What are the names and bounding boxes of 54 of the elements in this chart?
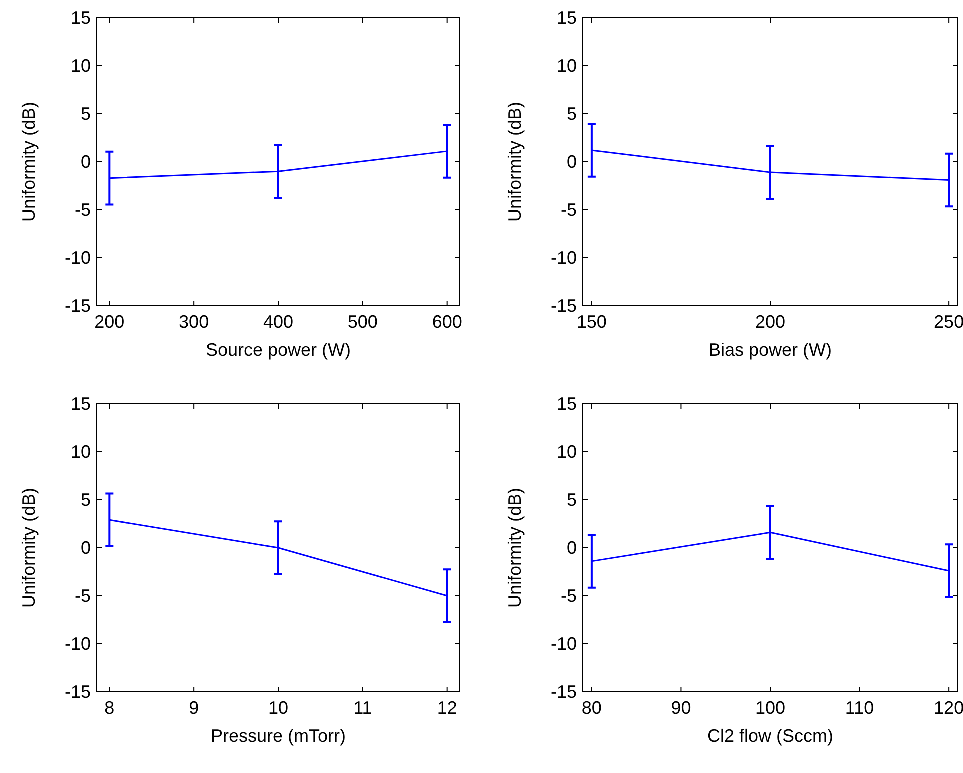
y-tick-label: 10 xyxy=(556,56,577,76)
y-tick-label: 10 xyxy=(70,56,91,76)
y-axis-title: Uniformity (dB) xyxy=(505,102,525,222)
y-tick-label: 0 xyxy=(80,538,91,558)
y-tick-label: -5 xyxy=(74,586,91,606)
y-tick-label: 15 xyxy=(556,8,577,28)
y-tick-label: -10 xyxy=(64,634,91,654)
y-tick-label: 5 xyxy=(80,490,91,510)
y-tick-label: -15 xyxy=(550,296,577,316)
x-tick-label: 200 xyxy=(94,312,125,332)
x-tick-label: 90 xyxy=(671,698,692,718)
y-tick-label: 15 xyxy=(70,394,91,414)
x-tick-label: 200 xyxy=(755,312,786,332)
y-tick-label: 10 xyxy=(70,442,91,462)
x-tick-label: 80 xyxy=(582,698,602,718)
x-axis-title: Bias power (W) xyxy=(708,340,832,360)
y-tick-label: -15 xyxy=(64,682,91,702)
x-tick-label: 120 xyxy=(934,698,963,718)
x-tick-label: 500 xyxy=(348,312,378,332)
y-tick-label: -10 xyxy=(550,634,577,654)
x-axis-title: Cl2 flow (Sccm) xyxy=(707,726,834,746)
y-tick-label: -15 xyxy=(550,682,577,702)
y-tick-label: -10 xyxy=(550,248,577,268)
x-tick-label: 8 xyxy=(104,698,115,718)
y-tick-label: -10 xyxy=(64,248,91,268)
y-tick-label: -5 xyxy=(560,586,577,606)
x-tick-label: 11 xyxy=(354,698,372,718)
x-tick-label: 400 xyxy=(263,312,294,332)
y-tick-label: 0 xyxy=(566,538,577,558)
y-axis-title: Uniformity (dB) xyxy=(505,488,525,608)
y-axis-title: Uniformity (dB) xyxy=(19,102,39,222)
x-tick-label: 150 xyxy=(576,312,607,332)
y-tick-label: -5 xyxy=(74,200,91,220)
y-tick-label: -15 xyxy=(64,296,91,316)
x-tick-label: 100 xyxy=(755,698,786,718)
y-tick-label: 5 xyxy=(80,104,91,124)
y-tick-label: -5 xyxy=(560,200,577,220)
x-tick-label: 250 xyxy=(934,312,963,332)
x-axis-title: Source power (W) xyxy=(206,340,352,360)
x-tick-label: 600 xyxy=(432,312,462,332)
y-tick-label: 5 xyxy=(566,490,577,510)
y-tick-label: 15 xyxy=(556,394,577,414)
x-tick-label: 300 xyxy=(179,312,210,332)
x-tick-label: 12 xyxy=(437,698,458,718)
y-tick-label: 0 xyxy=(80,152,91,172)
y-axis-title: Uniformity (dB) xyxy=(19,488,39,608)
x-tick-label: 9 xyxy=(189,698,200,718)
x-tick-label: 110 xyxy=(845,698,874,718)
y-tick-label: 15 xyxy=(70,8,91,28)
y-tick-label: 10 xyxy=(556,442,577,462)
y-tick-label: 5 xyxy=(566,104,577,124)
x-axis-title: Pressure (mTorr) xyxy=(210,726,346,746)
y-tick-label: 0 xyxy=(566,152,577,172)
x-tick-label: 10 xyxy=(268,698,289,718)
